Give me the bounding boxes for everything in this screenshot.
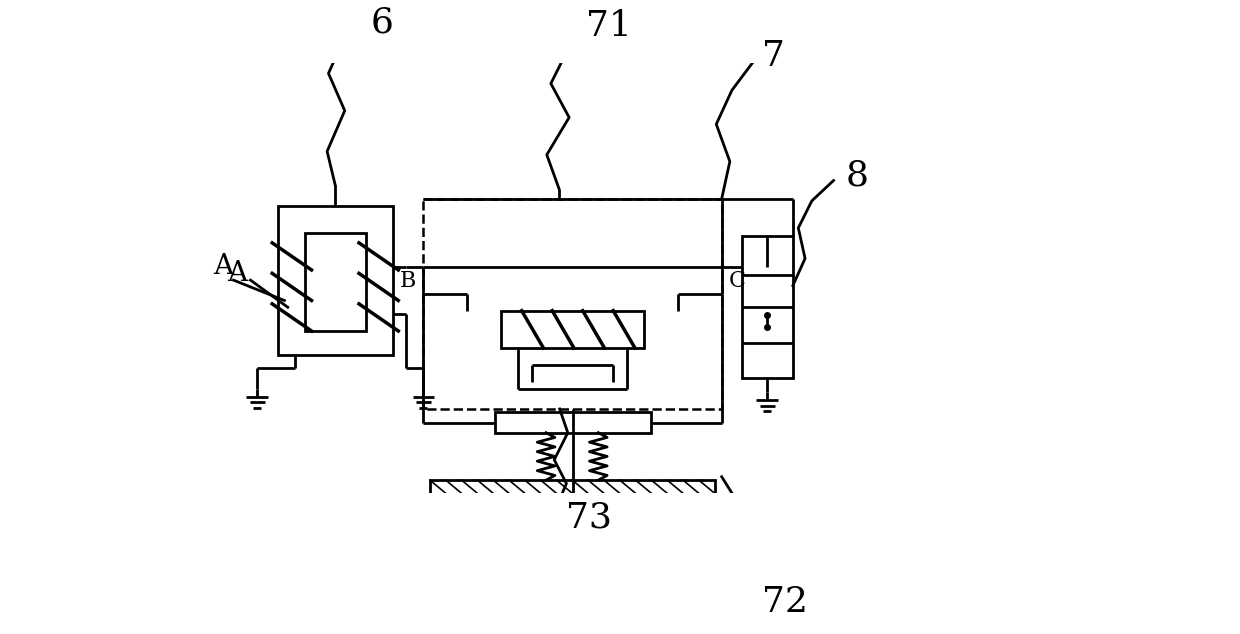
Text: 7: 7 (763, 39, 785, 74)
Text: 8: 8 (846, 158, 869, 192)
Text: B: B (401, 270, 417, 292)
Bar (430, 480, 715, 494)
Text: 72: 72 (763, 585, 808, 619)
Bar (742, 236, 792, 378)
Text: A: A (227, 260, 247, 287)
Text: 73: 73 (567, 500, 613, 534)
Bar (423, 199, 722, 409)
Bar (278, 205, 393, 355)
Text: 71: 71 (587, 9, 632, 43)
Text: C: C (728, 270, 745, 292)
Bar (501, 311, 644, 348)
Text: A: A (213, 253, 233, 280)
Bar (495, 412, 651, 432)
Text: 6: 6 (371, 6, 393, 39)
Bar (305, 233, 366, 331)
